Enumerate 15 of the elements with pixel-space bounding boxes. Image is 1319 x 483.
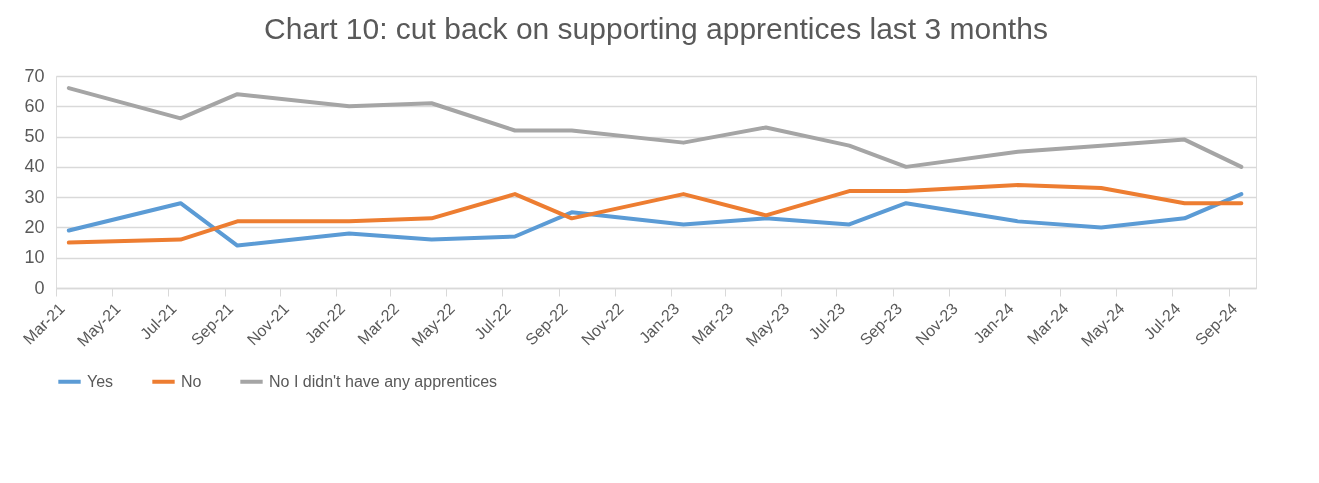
chart-title: Chart 10: cut back on supporting apprentices last 3 months [264,12,1048,45]
y-tick-label: 40 [24,156,45,177]
y-tick-label: 0 [34,277,45,298]
legend-label: No I didn't have any apprentices [269,372,498,390]
line-series [66,192,1244,248]
legend-label: No [181,372,202,390]
y-tick-label: 30 [24,186,45,207]
line-series [66,183,1244,245]
y-tick-label: 20 [24,216,45,237]
legend-label: Yes [87,372,114,390]
y-tick-label: 50 [24,126,45,147]
y-tick-label: 70 [24,65,45,86]
y-tick-label: 10 [24,247,45,268]
line-series [66,86,1244,169]
y-tick-label: 60 [24,95,45,116]
